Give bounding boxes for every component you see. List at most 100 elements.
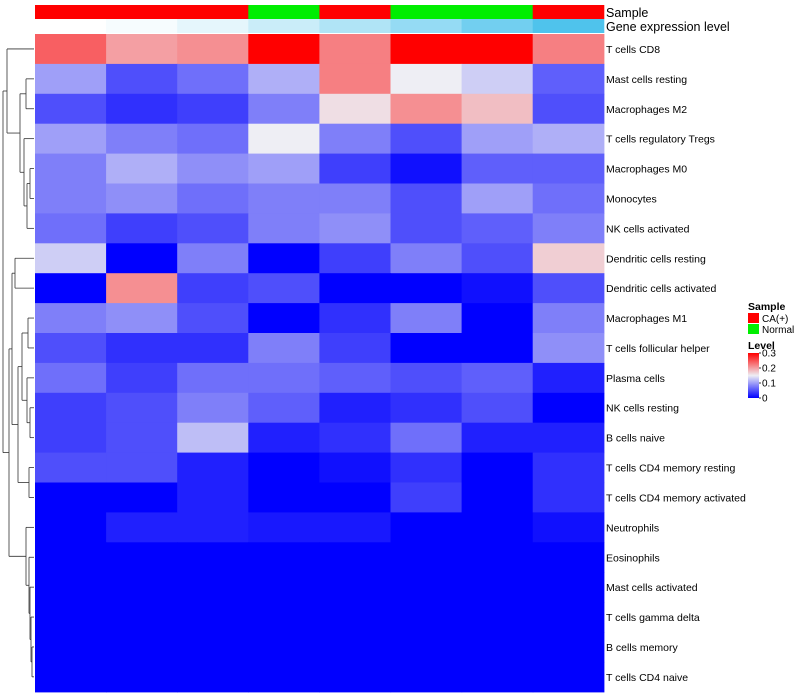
annotation-bars	[35, 5, 605, 33]
heatmap-cell	[35, 153, 107, 185]
heatmap-cell	[177, 273, 249, 304]
row-label: Dendritic cells resting	[606, 253, 706, 265]
heatmap-cell	[106, 602, 178, 633]
legend-level-colorbar	[748, 353, 759, 398]
heatmap-cell	[532, 63, 605, 95]
heatmap-cell	[248, 632, 320, 663]
row-label: NK cells activated	[606, 223, 690, 235]
heatmap-cell	[35, 93, 107, 125]
heatmap-cell	[319, 123, 392, 155]
heatmap-cell	[461, 661, 534, 693]
heatmap-cell	[35, 123, 107, 155]
heatmap-cell	[177, 452, 249, 484]
expression-annotation-cell	[461, 19, 534, 33]
row-labels: T cells CD8 Mast cells resting Macrophages…	[606, 44, 746, 684]
heatmap-cell	[106, 213, 178, 244]
heatmap-cell	[461, 482, 534, 513]
heatmap-cell	[461, 183, 534, 214]
heatmap-cell	[319, 632, 392, 663]
heatmap-cell	[532, 572, 605, 603]
heatmap-cell	[177, 392, 249, 424]
expression-annotation-cell	[248, 19, 320, 33]
heatmap-cell	[319, 273, 392, 304]
heatmap-cell	[461, 213, 534, 244]
row-dendrogram	[2, 48, 34, 678]
heatmap-cell	[35, 422, 107, 454]
row-label: T cells CD4 naive	[606, 672, 688, 684]
sample-annotation-cell	[35, 5, 107, 19]
heatmap-cell	[35, 213, 107, 244]
heatmap-cell	[35, 183, 107, 214]
heatmap-cell	[319, 392, 392, 424]
heatmap-cell	[248, 392, 320, 424]
heatmap-cell	[106, 392, 178, 424]
sample-annotation-cell	[532, 5, 605, 19]
heatmap-cell	[248, 213, 320, 244]
heatmap-cell	[106, 153, 178, 185]
heatmap-cell	[319, 422, 392, 454]
row-label: Dendritic cells activated	[606, 283, 716, 295]
heatmap-cell	[177, 362, 249, 394]
heatmap-cell	[319, 183, 392, 214]
heatmap-cell	[461, 452, 534, 484]
row-label: NK cells resting	[606, 403, 679, 415]
heatmap-cell	[532, 303, 605, 334]
heatmap-cell	[177, 303, 249, 334]
heatmap-cell	[106, 452, 178, 484]
legend-normal-label: Normal	[762, 325, 794, 336]
heatmap-cell	[532, 273, 605, 304]
heatmap-cell	[390, 602, 463, 633]
heatmap-cell	[177, 153, 249, 185]
heatmap-cell	[106, 512, 178, 543]
heatmap-cell	[177, 63, 249, 95]
heatmap-cell	[35, 273, 107, 304]
heatmap-cell	[248, 482, 320, 513]
heatmap-cell	[106, 482, 178, 513]
heatmap-cell	[461, 243, 534, 274]
sample-annotation-cell	[319, 5, 391, 19]
heatmap-cell	[390, 452, 463, 484]
heatmap-cell	[35, 632, 107, 663]
heatmap-cell	[532, 333, 605, 364]
heatmap-cell	[461, 512, 534, 543]
heatmap-cell	[319, 542, 392, 573]
heatmap-cell	[390, 273, 463, 304]
heatmap-cell	[248, 34, 320, 65]
heatmap-cell	[106, 63, 178, 95]
heatmap-cell	[106, 422, 178, 454]
heatmap-cell	[248, 661, 320, 693]
heatmap-cell	[390, 333, 463, 364]
heatmap-cell	[390, 153, 463, 185]
heatmap-cell	[532, 34, 605, 65]
heatmap-cell	[319, 602, 392, 633]
heatmap-cell	[532, 482, 605, 513]
heatmap-cell	[461, 63, 534, 95]
heatmap-cell	[248, 63, 320, 95]
heatmap-cell	[319, 333, 392, 364]
expression-annotation-cell	[35, 19, 107, 33]
heatmap-cell	[390, 93, 463, 125]
heatmap-cell	[390, 661, 463, 693]
legend-sample-title: Sample	[748, 301, 786, 313]
heatmap-cell	[390, 392, 463, 424]
heatmap-cell	[390, 63, 463, 95]
heatmap-cell	[106, 273, 178, 304]
row-label: Macrophages M0	[606, 164, 687, 176]
legend-tick-label: 0	[762, 394, 768, 405]
heatmap-cell	[319, 93, 392, 125]
heatmap-cell	[177, 422, 249, 454]
heatmap-cell	[390, 542, 463, 573]
heatmap-cell	[532, 362, 605, 394]
heatmap-cell	[106, 123, 178, 155]
row-label: Eosinophils	[606, 552, 660, 564]
heatmap-cell	[248, 273, 320, 304]
heatmap-cell	[319, 661, 392, 693]
heatmap-cell	[248, 243, 320, 274]
sample-annotation-cell	[461, 5, 534, 19]
heatmap-cell	[461, 572, 534, 603]
heatmap-cell	[319, 63, 392, 95]
heatmap-cell	[106, 243, 178, 274]
heatmap-cell	[390, 123, 463, 155]
heatmap-cell	[461, 362, 534, 394]
